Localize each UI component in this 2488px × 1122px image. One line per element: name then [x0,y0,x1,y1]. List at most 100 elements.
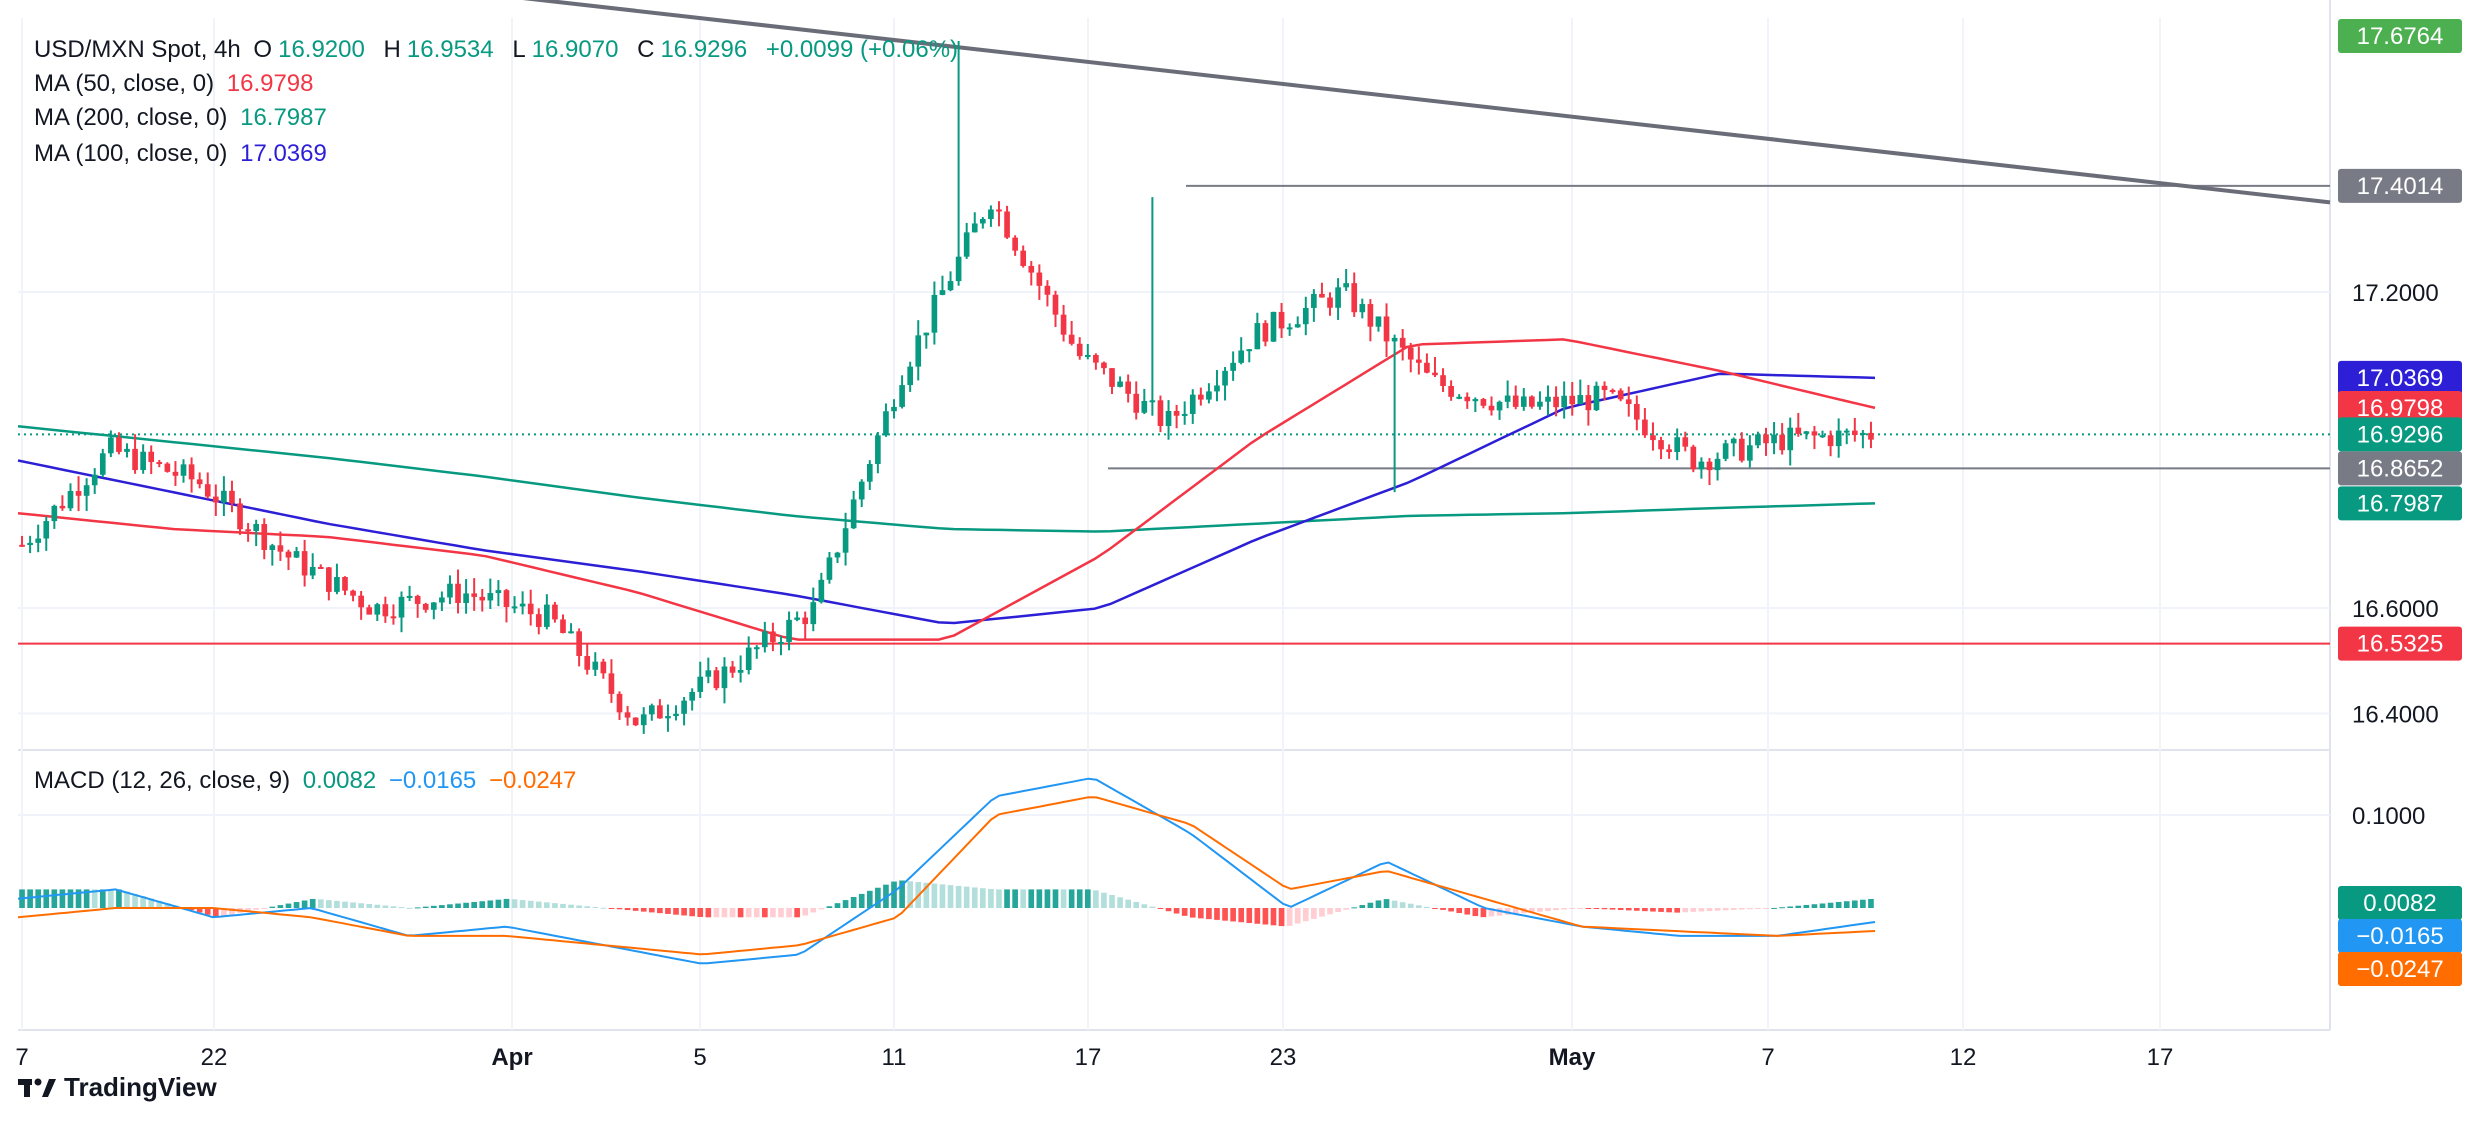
candle-body [1738,438,1745,461]
candle-body [1851,430,1858,436]
tradingview-brand[interactable]: TradingView [18,1072,217,1103]
candle-body [1117,381,1123,387]
price-axis-label-bg [2338,451,2462,486]
macd-histogram-bar [1690,908,1697,912]
candle-body [955,256,962,282]
candle-body [479,596,486,601]
macd-histogram-bar [1109,895,1115,908]
macd-histogram-bar [358,903,364,908]
macd-histogram-bar [737,908,744,918]
macd-histogram-bar [285,903,292,908]
macd-histogram-bar [592,906,599,908]
macd-histogram-bar [689,908,695,917]
time-tick-label: May [1549,1044,1596,1071]
macd-histogram-bar [624,908,631,911]
candle-body [1730,438,1737,444]
macd-histogram-bar [1246,908,1253,923]
macd-histogram-bar [1795,905,1802,908]
macd-histogram-bar [471,901,478,908]
price-axis-label-bg [2338,19,2462,53]
macd-histogram-bar [277,905,284,908]
candle-body [632,717,639,726]
macd-histogram-bar [544,902,550,908]
candle-body [366,607,373,615]
candle-body [1811,431,1818,436]
candle-body [519,603,526,607]
candle-body [204,484,211,497]
candle-body [1246,349,1253,352]
candle-body [1706,461,1713,471]
candle-body [576,631,582,656]
candle-body [1012,237,1018,251]
candle-body [487,593,494,601]
macd-histogram-bar [1779,907,1785,909]
macd-axis-label: −0.0165 [2356,923,2443,950]
candle-body [132,448,138,471]
macd-histogram-bar [342,901,348,908]
candle-body [1682,437,1689,447]
macd-histogram-bar [334,900,340,908]
time-tick-label: 17 [1075,1044,1102,1071]
macd-histogram-bar [1537,908,1543,912]
candle-body [697,676,704,692]
macd-histogram-bar [75,889,82,908]
macd-histogram-bar [971,887,978,908]
macd-histogram-bar [447,904,453,908]
ma50-line [17,338,1876,641]
candle-body [858,481,865,500]
candle-body [99,453,106,475]
macd-histogram-bar [1593,908,1600,909]
macd-histogram-bar [309,898,316,908]
candle-body [51,505,58,522]
macd-histogram-bar [229,908,235,915]
macd-histogram-bar [778,908,784,918]
price-axis-label: 16.9296 [2357,421,2444,448]
candle-body [1254,323,1261,350]
macd-histogram-bar [802,908,809,916]
candle-body [1642,419,1648,436]
candle-body [116,437,122,452]
macd-histogram-bar [463,902,469,908]
candle-body [544,604,550,627]
macd-histogram-bar [414,907,421,909]
macd-histogram-bar [511,899,518,908]
macd-tick-label: 0.1000 [2352,803,2425,830]
macd-histogram-bar [1561,908,1567,910]
candle-body [963,232,970,257]
macd-histogram-bar [1424,906,1430,908]
ma100-legend: MA (100, close, 0) 17.0369 [34,140,327,167]
candle-body [737,670,744,673]
candle-body [1843,430,1850,433]
candle-body [1181,413,1188,416]
candle-body [1020,250,1027,266]
macd-histogram-bar [1529,908,1535,913]
candle-body [568,631,574,634]
candle-body [971,223,978,233]
macd-histogram-bar [1036,889,1043,908]
candle-body [1068,334,1075,344]
macd-histogram-bar [1835,901,1842,908]
candle-body [1601,385,1608,391]
macd-histogram-bar [818,908,825,910]
symbol-label: USD/MXN Spot, 4h [34,36,241,63]
macd-histogram-bar [681,908,687,916]
candle-body [1278,311,1285,329]
candle-body [1795,427,1802,434]
moving-average-lines [17,338,1876,641]
candle-body [1835,430,1842,447]
candle-body [705,670,712,677]
macd-histogram-bar [1811,904,1818,908]
candle-body [1149,400,1156,403]
macd-histogram-bar [673,908,679,915]
macd-histogram-bar [164,903,171,908]
price-axis-label-bg [2338,390,2462,425]
candle-body [1553,396,1559,408]
ma50-legend: MA (50, close, 0) 16.9798 [34,70,314,97]
macd-histogram-bar [204,908,211,915]
ohlc-legend: USD/MXN Spot, 4h O 16.9200 H 16.9534 L 16.9… [34,36,964,64]
macd-histogram-bar [430,905,437,908]
brand-name: TradingView [64,1072,217,1102]
candle-body [1722,443,1729,459]
macd-histogram-bar [1763,908,1769,909]
